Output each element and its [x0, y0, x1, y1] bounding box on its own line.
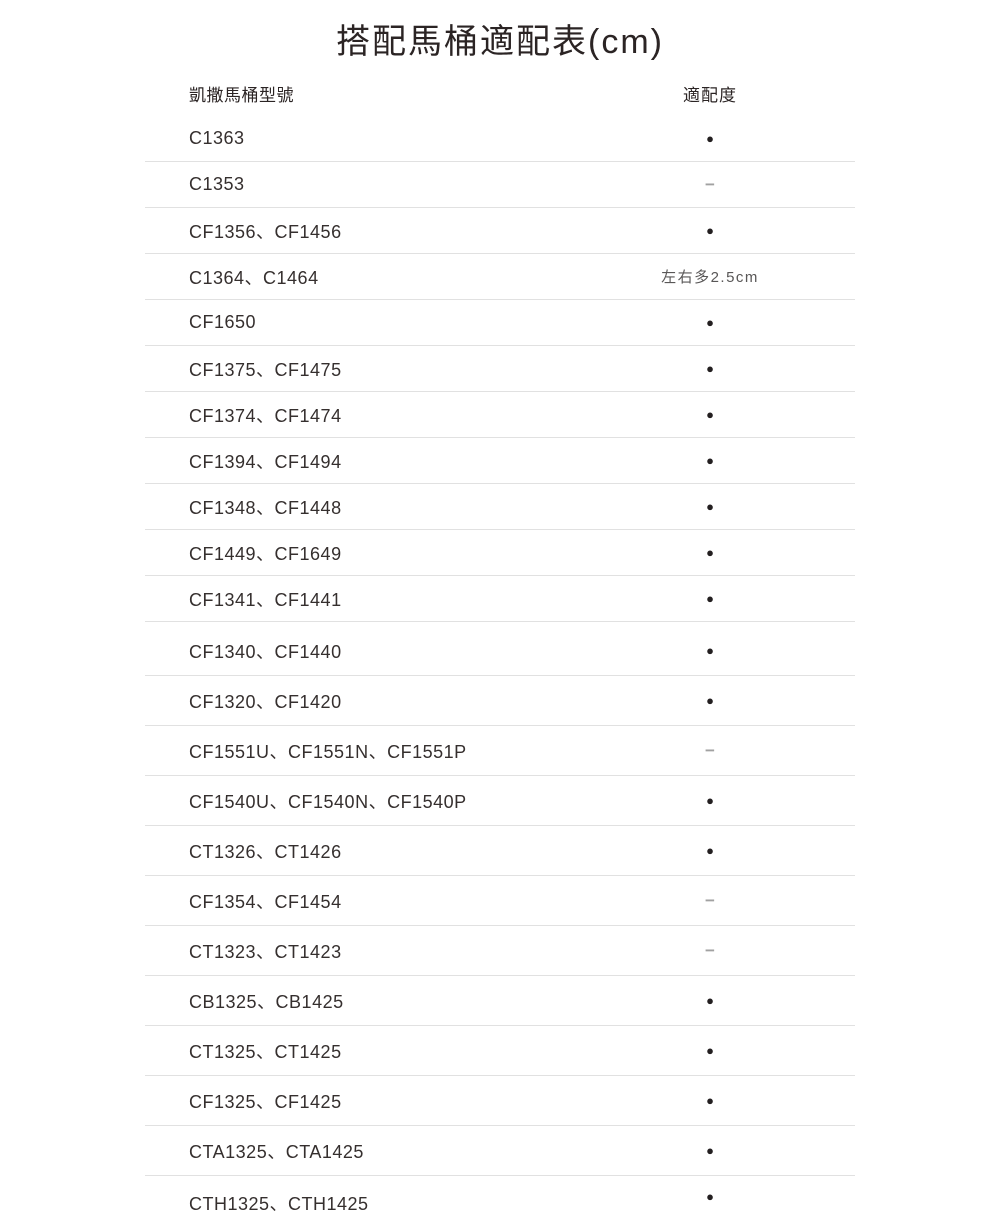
table-row: CF1650 ● — [145, 300, 855, 346]
compatibility-dot-icon: ● — [706, 793, 714, 808]
table-row: CF1449、CF1649 ● — [145, 530, 855, 576]
table-row: CT1323、CT1423 − — [145, 926, 855, 976]
model-cell: CF1394、CF1494 — [189, 451, 342, 472]
model-cell: CT1323、CT1423 — [189, 941, 342, 962]
model-cell: CTA1325、CTA1425 — [189, 1141, 364, 1162]
compatibility-dot-icon: ● — [706, 545, 714, 560]
compatibility-dot-icon: ● — [706, 843, 714, 858]
table-section: CF1340、CF1440 ● CF1320、CF1420 ● CF1551U、… — [145, 626, 855, 1219]
table-row: CT1326、CT1426 ● — [145, 826, 855, 876]
model-cell: CF1340、CF1440 — [189, 641, 342, 662]
table-row: CF1394、CF1494 ● — [145, 438, 855, 484]
table-row: C1364、C1464 左右多2.5cm — [145, 254, 855, 300]
model-cell: CF1320、CF1420 — [189, 691, 342, 712]
table-row: CTH1325、CTH1425 ● — [145, 1176, 855, 1219]
table-row: CF1356、CF1456 ● — [145, 208, 855, 254]
compatibility-dot-icon: ● — [706, 1143, 714, 1158]
model-cell: C1363 — [189, 128, 245, 148]
table-row: CF1354、CF1454 − — [145, 876, 855, 926]
model-cell: CB1325、CB1425 — [189, 991, 344, 1012]
table-row: CF1320、CF1420 ● — [145, 676, 855, 726]
table-body: C1363 ● C1353 − CF1356、CF1456 ● C1364、C1… — [145, 116, 855, 1219]
table-row: CF1341、CF1441 ● — [145, 576, 855, 622]
compatibility-dot-icon: ● — [706, 1189, 714, 1204]
table-row: CF1348、CF1448 ● — [145, 484, 855, 530]
model-cell: CF1540U、CF1540N、CF1540P — [189, 791, 467, 812]
table-row: CT1325、CT1425 ● — [145, 1026, 855, 1076]
model-cell: CF1354、CF1454 — [189, 891, 342, 912]
compatibility-dot-icon: ● — [706, 693, 714, 708]
compatibility-dot-icon: ● — [706, 407, 714, 422]
compatibility-dot-icon: ● — [706, 223, 714, 238]
table-row: C1353 − — [145, 162, 855, 208]
table-row: CTA1325、CTA1425 ● — [145, 1126, 855, 1176]
compatibility-dot-icon: ● — [706, 361, 714, 376]
table-row: C1363 ● — [145, 116, 855, 162]
model-cell: CF1374、CF1474 — [189, 405, 342, 426]
compatibility-dash: − — [705, 741, 715, 760]
compatibility-note: 左右多2.5cm — [661, 269, 759, 286]
compatibility-dot-icon: ● — [706, 453, 714, 468]
model-cell: CF1650 — [189, 312, 257, 332]
page-title: 搭配馬桶適配表(cm) — [336, 23, 664, 61]
model-cell: CF1375、CF1475 — [189, 359, 342, 380]
compatibility-dash: − — [705, 891, 715, 910]
table-row: CF1374、CF1474 ● — [145, 392, 855, 438]
table-row: CF1340、CF1440 ● — [145, 626, 855, 676]
table-row: CF1375、CF1475 ● — [145, 346, 855, 392]
compatibility-dash: − — [705, 941, 715, 960]
table-row: CF1551U、CF1551N、CF1551P − — [145, 726, 855, 776]
compatibility-table: 凱撒馬桶型號 適配度 C1363 ● C1353 − CF1356、CF1456… — [145, 62, 855, 1219]
compatibility-dot-icon: ● — [706, 131, 714, 146]
column-header-fit: 適配度 — [683, 85, 737, 105]
table-row: CB1325、CB1425 ● — [145, 976, 855, 1026]
model-cell: CF1348、CF1448 — [189, 497, 342, 518]
compatibility-dot-icon: ● — [706, 643, 714, 658]
compatibility-dot-icon: ● — [706, 315, 714, 330]
table-section: C1363 ● C1353 − CF1356、CF1456 ● C1364、C1… — [145, 116, 855, 622]
table-header: 凱撒馬桶型號 適配度 — [145, 62, 855, 116]
table-row: CF1325、CF1425 ● — [145, 1076, 855, 1126]
compatibility-page: 搭配馬桶適配表(cm) 凱撒馬桶型號 適配度 C1363 ● C1353 − C… — [0, 22, 1000, 1219]
compatibility-dot-icon: ● — [706, 591, 714, 606]
compatibility-dash: − — [705, 175, 715, 194]
model-cell: C1364、C1464 — [189, 267, 319, 288]
model-cell: CF1356、CF1456 — [189, 221, 342, 242]
compatibility-dot-icon: ● — [706, 1043, 714, 1058]
compatibility-dot-icon: ● — [706, 993, 714, 1008]
model-cell: CT1326、CT1426 — [189, 841, 342, 862]
model-cell: CF1325、CF1425 — [189, 1091, 342, 1112]
compatibility-dot-icon: ● — [706, 499, 714, 514]
column-header-model: 凱撒馬桶型號 — [189, 85, 294, 105]
table-row: CF1540U、CF1540N、CF1540P ● — [145, 776, 855, 826]
model-cell: CTH1325、CTH1425 — [189, 1194, 369, 1214]
model-cell: C1353 — [189, 174, 245, 194]
model-cell: CF1449、CF1649 — [189, 543, 342, 564]
model-cell: CF1341、CF1441 — [189, 589, 342, 610]
model-cell: CT1325、CT1425 — [189, 1041, 342, 1062]
compatibility-dot-icon: ● — [706, 1093, 714, 1108]
model-cell: CF1551U、CF1551N、CF1551P — [189, 741, 467, 762]
